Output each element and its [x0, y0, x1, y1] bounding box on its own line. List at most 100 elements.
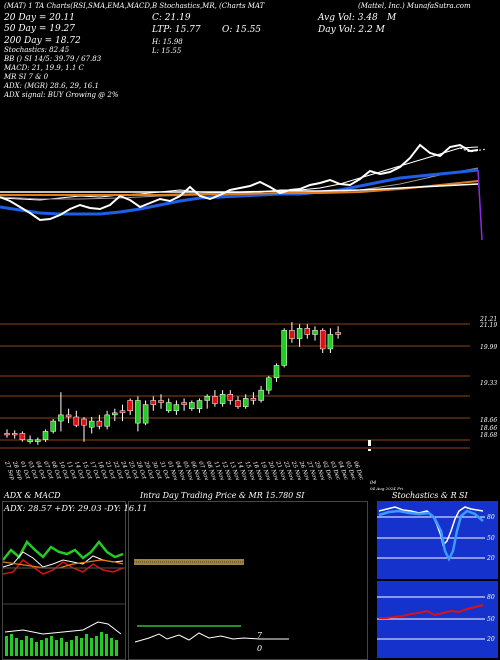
candle-body — [19, 433, 26, 440]
price-axis-label: 19.33 — [480, 380, 497, 387]
intraday-dots — [137, 625, 241, 627]
intraday-price-band — [134, 559, 244, 565]
price-axis-label: 19.99 — [480, 344, 497, 351]
adx-value: ADX: (MGR) 28.6, 29, 16.1 — [4, 82, 99, 90]
candle-body — [65, 414, 72, 418]
macd-white-line — [4, 621, 122, 635]
open-price: O: 15.55 — [222, 25, 262, 35]
candle-body — [189, 402, 195, 409]
date-footer: 04 Aug 2024 Fri — [370, 486, 404, 491]
intraday-panel: 7 0 — [128, 501, 368, 660]
stochastics-si-label: SI — [459, 491, 468, 500]
date-footer-top: 04 — [370, 480, 376, 486]
candle-body — [4, 433, 10, 436]
candle-body — [181, 402, 187, 405]
rsi-level-label: 20 — [486, 636, 495, 643]
price-axis-label: 18.68 — [480, 432, 497, 439]
candle-body — [119, 410, 126, 414]
price-axis-label: 18.66 — [480, 417, 497, 424]
price-white-line — [0, 143, 479, 222]
company-name: (Mattel, Inc.) MunafaSutra.com — [358, 2, 471, 10]
intraday-mr-line — [134, 632, 289, 643]
stoch-slow-line — [378, 509, 484, 562]
candle-body — [88, 420, 95, 428]
price-axis-label: 18.66 — [480, 425, 497, 432]
main-chart: 21.21 21.19 19.99 19.33 18.66 18.66 18.6… — [0, 143, 497, 491]
chart-header-title: (MAT) 1 TA Charts(RSI,SMA,EMA,MACD,B Sto… — [4, 2, 265, 10]
candle-body — [289, 330, 295, 339]
long-ma-white-line — [0, 183, 479, 193]
moving-average-panel — [0, 143, 487, 241]
high-price: H: 15.98 — [152, 38, 183, 46]
ltp-price: LTP: 15.77 — [152, 25, 201, 35]
adx-signal: ADX signal: BUY Growing @ 2% — [4, 91, 119, 99]
adx-orange-line — [3, 559, 124, 569]
candle-body — [11, 433, 18, 436]
price-drop-line — [477, 169, 483, 241]
rsi-level-label: 80 — [487, 594, 495, 601]
adx-red-line — [3, 558, 124, 575]
stoch-level-label: 80 — [487, 514, 495, 521]
mr-value: MR SI 7 & 0 — [4, 73, 49, 81]
candle-body — [142, 404, 149, 424]
candle-body — [127, 400, 133, 412]
candle-body — [312, 330, 318, 335]
candle-body — [35, 439, 41, 442]
candle-body — [296, 328, 303, 339]
macd-histogram — [5, 632, 118, 656]
ema-blue-line — [0, 168, 479, 216]
candle-body — [27, 439, 33, 442]
rsi-red-line — [379, 604, 484, 619]
candle-body — [327, 334, 334, 350]
candle-body — [73, 416, 80, 426]
candle-body — [173, 404, 180, 412]
intraday-zero-label: 0 — [257, 644, 262, 653]
avg-volume: Avg Vol: 3.48 — [318, 13, 378, 23]
candlestick-series — [4, 322, 341, 445]
price-axis: 21.21 21.19 19.99 19.33 18.66 18.66 18.6… — [479, 316, 497, 439]
price-grid — [0, 323, 470, 449]
adx-macd-panel: ADX: 28.57 +DY: 29.03 -DY: 16.11 — [2, 501, 147, 660]
candle-body — [258, 389, 264, 401]
volume-marker — [368, 449, 371, 451]
candle-body — [281, 330, 287, 366]
dma200-label: 200 Day = 18.72 — [4, 36, 81, 46]
stochastics-rsi-panel: 80 50 20 80 50 20 — [377, 501, 498, 658]
candle-body — [304, 328, 311, 335]
candle-body — [58, 414, 64, 422]
day-volume: Day Vol: 2.2 M — [318, 25, 385, 35]
candle-body — [335, 332, 341, 335]
candle-body — [235, 400, 241, 407]
candle-body — [112, 412, 118, 416]
stochastics-value: Stochastics: 82.45 — [4, 46, 70, 54]
candle-body — [242, 398, 249, 407]
dma20-label: 20 Day = 20.11 — [4, 13, 76, 23]
dma50-label: 50 Day = 19.27 — [4, 24, 76, 34]
close-price: C: 21.19 — [152, 13, 191, 23]
intraday-panel-title: Intra Day Trading Price & MR 15.780 SI — [140, 491, 305, 500]
adx-values: ADX: 28.57 +DY: 29.03 -DY: 16.11 — [4, 503, 148, 513]
candle-body — [212, 396, 218, 404]
candle-body — [219, 394, 226, 404]
bb-value: BB (​) SI 14/5: 39.79 / 67.83 — [4, 55, 102, 63]
price-axis-label: 21.21 — [479, 316, 497, 323]
stochastics-panel-title: Stochastics & R — [392, 491, 457, 500]
candle-body — [96, 420, 103, 427]
avg-volume-unit: M — [387, 13, 397, 23]
candle-body — [319, 330, 326, 350]
candle-body — [250, 398, 257, 401]
candle-body — [204, 396, 210, 401]
candle-body — [42, 431, 49, 440]
price-axis-label: 21.19 — [479, 322, 497, 329]
stoch-level-label: 20 — [486, 555, 495, 562]
macd-value: MACD: 21, 19.9, 1.1 C — [4, 64, 84, 72]
candle-body — [165, 402, 172, 412]
intraday-price-label: 7 — [257, 631, 263, 640]
candle-body — [158, 400, 164, 403]
rsi-level-label: 50 — [487, 616, 495, 623]
candle-body — [196, 400, 203, 409]
volume-marker — [368, 440, 371, 446]
adx-green-line — [3, 539, 124, 561]
candle-body — [104, 414, 110, 427]
